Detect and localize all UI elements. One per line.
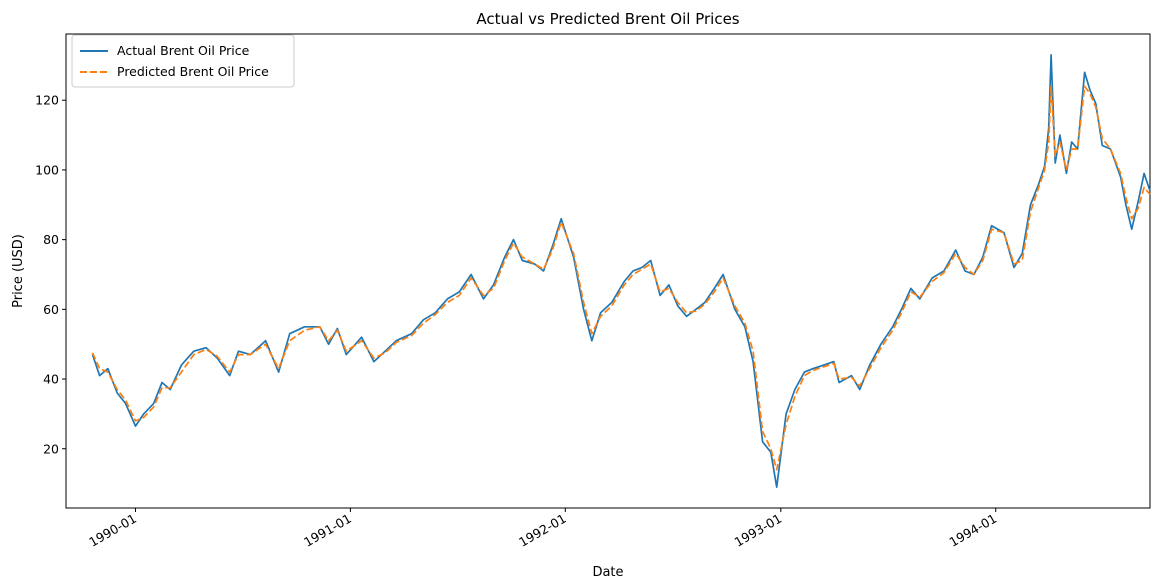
y-axis: 20 40 60 80 100 120 (35, 93, 66, 456)
series-layer (91, 54, 1151, 488)
y-tick-label: 20 (43, 441, 59, 456)
x-tick-label: 1993-01 (732, 511, 785, 550)
y-axis-label: Price (USD) (11, 234, 26, 308)
plot-frame (65, 33, 1151, 509)
series-line-actual (91, 54, 1151, 488)
x-tick-label: 1994-01 (946, 511, 999, 550)
x-axis: 1990-01 1991-01 1992-01 1993-01 1994-01 (86, 508, 999, 550)
y-tick-label: 60 (43, 302, 59, 317)
legend-box (71, 34, 295, 88)
x-tick-label: 1991-01 (301, 511, 354, 550)
y-tick-label: 120 (35, 93, 59, 108)
y-tick-label: 80 (43, 232, 59, 247)
legend-label-predicted: Predicted Brent Oil Price (117, 64, 269, 79)
chart-title: Actual vs Predicted Brent Oil Prices (476, 10, 739, 28)
x-tick-label: 1990-01 (86, 511, 139, 550)
series-line-predicted (91, 85, 1151, 471)
y-tick-label: 100 (35, 162, 59, 177)
x-axis-label: Date (592, 565, 623, 580)
y-tick-label: 40 (43, 372, 59, 387)
x-tick-label: 1992-01 (516, 511, 569, 550)
legend-label-actual: Actual Brent Oil Price (117, 43, 250, 58)
legend: Actual Brent Oil Price Predicted Brent O… (71, 34, 295, 88)
